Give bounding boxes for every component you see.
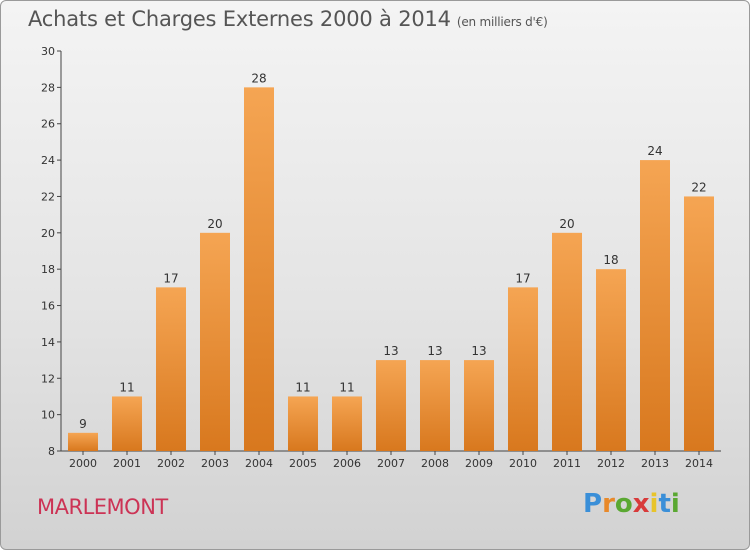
- bar-2009: [464, 360, 494, 451]
- bar-2008: [420, 360, 450, 451]
- x-tick-label: 2002: [157, 457, 185, 470]
- proxiti-logo[interactable]: Proxiti: [583, 489, 680, 519]
- x-tick-label: 2009: [465, 457, 493, 470]
- chart-title: Achats et Charges Externes 2000 à 2014 (e…: [28, 7, 548, 31]
- logo-letter: i: [670, 489, 680, 519]
- y-tick-label: 24: [41, 154, 55, 167]
- y-tick-label: 20: [41, 227, 55, 240]
- y-tick-label: 28: [41, 81, 55, 94]
- bar-2007: [376, 360, 406, 451]
- x-tick-label: 2014: [685, 457, 713, 470]
- logo-letter: i: [649, 489, 659, 519]
- bar-2013: [640, 160, 670, 451]
- x-tick-label: 2003: [201, 457, 229, 470]
- bar-2011: [552, 232, 582, 451]
- y-tick-label: 10: [41, 409, 55, 422]
- commune-name: MARLEMONT: [37, 495, 168, 519]
- x-tick-label: 2004: [245, 457, 273, 470]
- bar-2002: [156, 287, 186, 451]
- x-tick-label: 2007: [377, 457, 405, 470]
- value-label-2014: 22: [691, 180, 706, 194]
- value-label-2003: 20: [207, 217, 222, 231]
- value-label-2013: 24: [647, 144, 662, 158]
- x-tick-label: 2005: [289, 457, 317, 470]
- x-tick-label: 2001: [113, 457, 141, 470]
- y-tick-label: 26: [41, 118, 55, 131]
- bar-2001: [112, 396, 142, 451]
- value-label-2011: 20: [559, 217, 574, 231]
- logo-letter: P: [583, 489, 603, 519]
- bar-2012: [596, 269, 626, 451]
- x-tick-label: 2010: [509, 457, 537, 470]
- value-label-2012: 18: [603, 253, 618, 267]
- bar-2000: [68, 432, 98, 451]
- value-label-2002: 17: [163, 271, 178, 285]
- value-label-2005: 11: [295, 380, 310, 394]
- x-tick-label: 2008: [421, 457, 449, 470]
- logo-letter: o: [614, 489, 633, 519]
- value-label-2000: 9: [79, 417, 87, 431]
- value-label-2007: 13: [383, 344, 398, 358]
- x-tick-label: 2012: [597, 457, 625, 470]
- y-tick-label: 12: [41, 372, 55, 385]
- x-tick-label: 2006: [333, 457, 361, 470]
- bar-2003: [200, 232, 230, 451]
- value-label-2001: 11: [119, 380, 134, 394]
- x-tick-label: 2000: [69, 457, 97, 470]
- logo-letter: t: [658, 489, 671, 519]
- bar-2010: [508, 287, 538, 451]
- value-label-2010: 17: [515, 271, 530, 285]
- chart-subtitle: (en milliers d'€): [456, 15, 548, 29]
- y-axis: 8 10 12 14 16 18 20 22 24 26 28 30: [41, 45, 62, 458]
- bar-2014: [684, 196, 714, 451]
- bars: [68, 87, 714, 451]
- value-label-2006: 11: [339, 380, 354, 394]
- value-label-2004: 28: [251, 71, 266, 85]
- y-tick-label: 18: [41, 263, 55, 276]
- logo-letter: x: [632, 489, 650, 519]
- y-tick-label: 14: [41, 336, 55, 349]
- value-label-2009: 13: [471, 344, 486, 358]
- logo-letter: r: [602, 489, 615, 519]
- bar-2004: [244, 87, 274, 451]
- chart-title-text: Achats et Charges Externes 2000 à 2014: [28, 7, 451, 31]
- x-tick-label: 2011: [553, 457, 581, 470]
- bar-2006: [332, 396, 362, 451]
- y-tick-label: 8: [48, 445, 55, 458]
- y-tick-label: 30: [41, 45, 55, 58]
- value-label-2008: 13: [427, 344, 442, 358]
- x-axis: 2000 2001 2002 2003 2004 2005 2006 2007 2008 2009…: [61, 450, 721, 470]
- value-labels: 9 11 17 20 28 11 11 13 13 13 17 20 18 24 22: [79, 71, 706, 430]
- bar-2005: [288, 396, 318, 451]
- y-tick-label: 16: [41, 300, 55, 313]
- y-tick-label: 22: [41, 190, 55, 203]
- x-tick-label: 2013: [641, 457, 669, 470]
